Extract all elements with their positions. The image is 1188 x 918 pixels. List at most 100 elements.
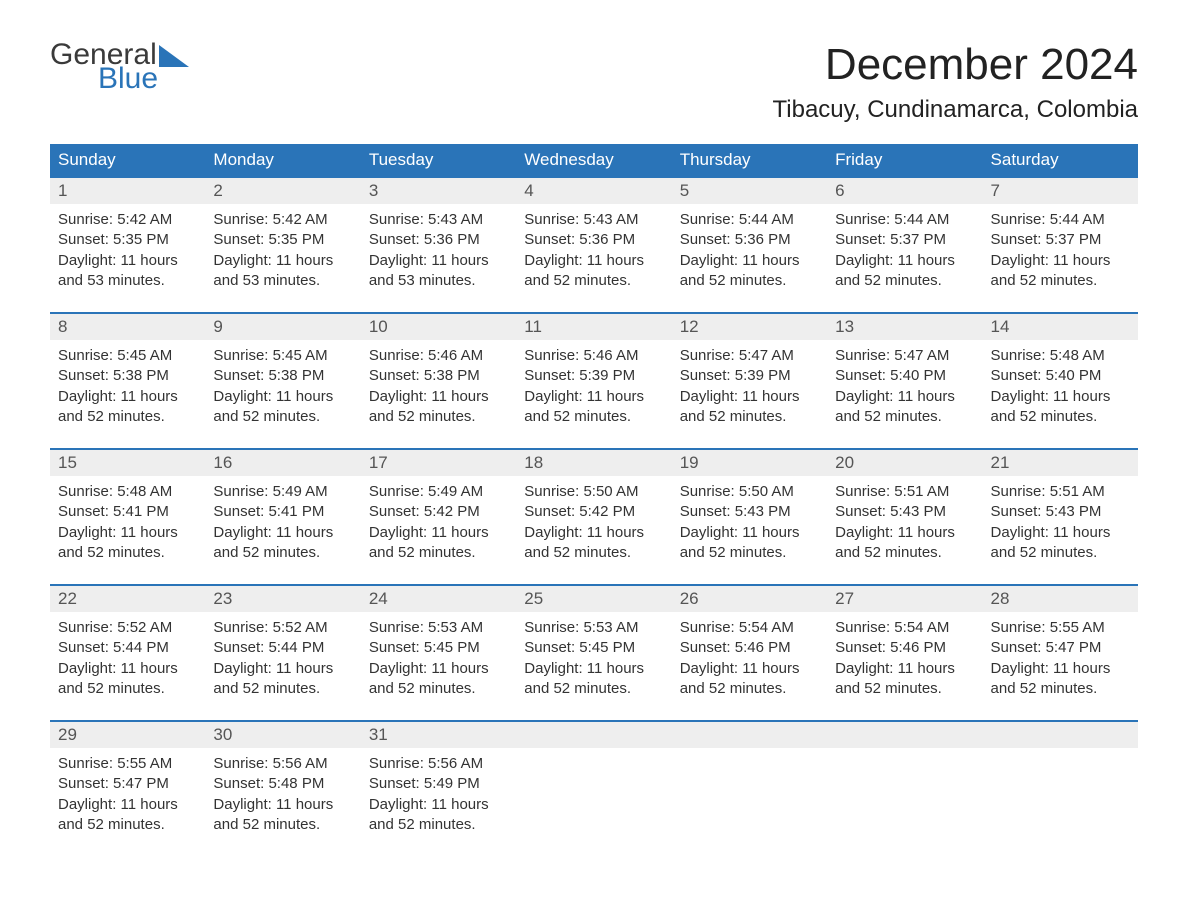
day-content: Sunrise: 5:51 AMSunset: 5:43 PMDaylight:…: [983, 476, 1138, 567]
daylight-text: Daylight: 11 hours and 52 minutes.: [991, 251, 1130, 292]
sunrise-text: Sunrise: 5:46 AM: [369, 346, 508, 366]
day-number: 23: [205, 586, 360, 612]
day-number: 13: [827, 314, 982, 340]
calendar-week-row: 22Sunrise: 5:52 AMSunset: 5:44 PMDayligh…: [50, 585, 1138, 703]
calendar-day-cell: 7Sunrise: 5:44 AMSunset: 5:37 PMDaylight…: [983, 177, 1138, 295]
daylight-text: Daylight: 11 hours and 53 minutes.: [213, 251, 352, 292]
day-content: Sunrise: 5:46 AMSunset: 5:38 PMDaylight:…: [361, 340, 516, 431]
calendar-day-cell: 18Sunrise: 5:50 AMSunset: 5:42 PMDayligh…: [516, 449, 671, 567]
day-number: 3: [361, 178, 516, 204]
sunset-text: Sunset: 5:44 PM: [58, 638, 197, 658]
day-content: Sunrise: 5:44 AMSunset: 5:36 PMDaylight:…: [672, 204, 827, 295]
day-content: Sunrise: 5:55 AMSunset: 5:47 PMDaylight:…: [983, 612, 1138, 703]
day-number: 16: [205, 450, 360, 476]
day-number: 14: [983, 314, 1138, 340]
calendar-day-cell: 26Sunrise: 5:54 AMSunset: 5:46 PMDayligh…: [672, 585, 827, 703]
sunrise-text: Sunrise: 5:53 AM: [524, 618, 663, 638]
sunrise-text: Sunrise: 5:56 AM: [213, 754, 352, 774]
sunset-text: Sunset: 5:45 PM: [524, 638, 663, 658]
sunrise-text: Sunrise: 5:53 AM: [369, 618, 508, 638]
sunset-text: Sunset: 5:38 PM: [369, 366, 508, 386]
sunrise-text: Sunrise: 5:54 AM: [680, 618, 819, 638]
day-number: 27: [827, 586, 982, 612]
sunset-text: Sunset: 5:46 PM: [680, 638, 819, 658]
sunset-text: Sunset: 5:40 PM: [991, 366, 1130, 386]
day-number: 25: [516, 586, 671, 612]
sunset-text: Sunset: 5:44 PM: [213, 638, 352, 658]
sunrise-text: Sunrise: 5:42 AM: [58, 210, 197, 230]
dow-header: Saturday: [983, 144, 1138, 177]
calendar-day-cell: 16Sunrise: 5:49 AMSunset: 5:41 PMDayligh…: [205, 449, 360, 567]
day-content: Sunrise: 5:42 AMSunset: 5:35 PMDaylight:…: [205, 204, 360, 295]
dow-header: Friday: [827, 144, 982, 177]
page-header: General Blue December 2024 Tibacuy, Cund…: [50, 40, 1138, 124]
daylight-text: Daylight: 11 hours and 52 minutes.: [369, 795, 508, 836]
daylight-text: Daylight: 11 hours and 52 minutes.: [213, 523, 352, 564]
day-number: 2: [205, 178, 360, 204]
daylight-text: Daylight: 11 hours and 52 minutes.: [524, 251, 663, 292]
sunrise-text: Sunrise: 5:52 AM: [58, 618, 197, 638]
sunrise-text: Sunrise: 5:49 AM: [213, 482, 352, 502]
week-spacer: [50, 567, 1138, 585]
day-number: 30: [205, 722, 360, 748]
sunrise-text: Sunrise: 5:47 AM: [835, 346, 974, 366]
sunset-text: Sunset: 5:39 PM: [524, 366, 663, 386]
calendar-day-cell: [516, 721, 671, 839]
day-number: 10: [361, 314, 516, 340]
location-subtitle: Tibacuy, Cundinamarca, Colombia: [773, 96, 1139, 124]
day-content: Sunrise: 5:50 AMSunset: 5:42 PMDaylight:…: [516, 476, 671, 567]
daylight-text: Daylight: 11 hours and 52 minutes.: [680, 659, 819, 700]
day-content: Sunrise: 5:54 AMSunset: 5:46 PMDaylight:…: [672, 612, 827, 703]
day-number: 19: [672, 450, 827, 476]
week-spacer: [50, 431, 1138, 449]
daylight-text: Daylight: 11 hours and 52 minutes.: [991, 659, 1130, 700]
sunrise-text: Sunrise: 5:47 AM: [680, 346, 819, 366]
daylight-text: Daylight: 11 hours and 52 minutes.: [835, 251, 974, 292]
calendar-day-cell: 6 Sunrise: 5:44 AMSunset: 5:37 PMDaylight…: [827, 177, 982, 295]
day-content: Sunrise: 5:45 AMSunset: 5:38 PMDaylight:…: [50, 340, 205, 431]
calendar-week-row: 1Sunrise: 5:42 AMSunset: 5:35 PMDaylight…: [50, 177, 1138, 295]
day-number: 18: [516, 450, 671, 476]
sunrise-text: Sunrise: 5:45 AM: [58, 346, 197, 366]
sunrise-text: Sunrise: 5:51 AM: [835, 482, 974, 502]
calendar-day-cell: 15Sunrise: 5:48 AMSunset: 5:41 PMDayligh…: [50, 449, 205, 567]
sunset-text: Sunset: 5:37 PM: [835, 230, 974, 250]
daylight-text: Daylight: 11 hours and 52 minutes.: [524, 523, 663, 564]
day-number: 6: [827, 178, 982, 204]
sunrise-text: Sunrise: 5:54 AM: [835, 618, 974, 638]
day-content: Sunrise: 5:54 AMSunset: 5:46 PMDaylight:…: [827, 612, 982, 703]
daylight-text: Daylight: 11 hours and 52 minutes.: [58, 795, 197, 836]
day-number: 15: [50, 450, 205, 476]
sunrise-text: Sunrise: 5:55 AM: [58, 754, 197, 774]
calendar-day-cell: 19Sunrise: 5:50 AMSunset: 5:43 PMDayligh…: [672, 449, 827, 567]
day-content: Sunrise: 5:52 AMSunset: 5:44 PMDaylight:…: [205, 612, 360, 703]
daylight-text: Daylight: 11 hours and 53 minutes.: [369, 251, 508, 292]
sunrise-text: Sunrise: 5:44 AM: [835, 210, 974, 230]
calendar-day-cell: 3Sunrise: 5:43 AMSunset: 5:36 PMDaylight…: [361, 177, 516, 295]
calendar-day-cell: 9Sunrise: 5:45 AMSunset: 5:38 PMDaylight…: [205, 313, 360, 431]
day-number: 17: [361, 450, 516, 476]
daylight-text: Daylight: 11 hours and 52 minutes.: [991, 523, 1130, 564]
sunset-text: Sunset: 5:38 PM: [213, 366, 352, 386]
day-number: 29: [50, 722, 205, 748]
sunrise-text: Sunrise: 5:43 AM: [524, 210, 663, 230]
sunset-text: Sunset: 5:41 PM: [58, 502, 197, 522]
day-number: 21: [983, 450, 1138, 476]
dow-header: Sunday: [50, 144, 205, 177]
sunrise-text: Sunrise: 5:51 AM: [991, 482, 1130, 502]
calendar-day-cell: 25Sunrise: 5:53 AMSunset: 5:45 PMDayligh…: [516, 585, 671, 703]
daylight-text: Daylight: 11 hours and 52 minutes.: [680, 523, 819, 564]
sunset-text: Sunset: 5:43 PM: [835, 502, 974, 522]
calendar-day-cell: 12Sunrise: 5:47 AMSunset: 5:39 PMDayligh…: [672, 313, 827, 431]
day-number: 28: [983, 586, 1138, 612]
calendar-day-cell: 20Sunrise: 5:51 AMSunset: 5:43 PMDayligh…: [827, 449, 982, 567]
sunrise-text: Sunrise: 5:46 AM: [524, 346, 663, 366]
calendar-day-cell: 8Sunrise: 5:45 AMSunset: 5:38 PMDaylight…: [50, 313, 205, 431]
week-spacer: [50, 295, 1138, 313]
sunset-text: Sunset: 5:43 PM: [680, 502, 819, 522]
daylight-text: Daylight: 11 hours and 52 minutes.: [835, 659, 974, 700]
sunset-text: Sunset: 5:47 PM: [58, 774, 197, 794]
sunset-text: Sunset: 5:45 PM: [369, 638, 508, 658]
logo-sail-icon: [159, 45, 189, 67]
calendar-day-cell: 10Sunrise: 5:46 AMSunset: 5:38 PMDayligh…: [361, 313, 516, 431]
